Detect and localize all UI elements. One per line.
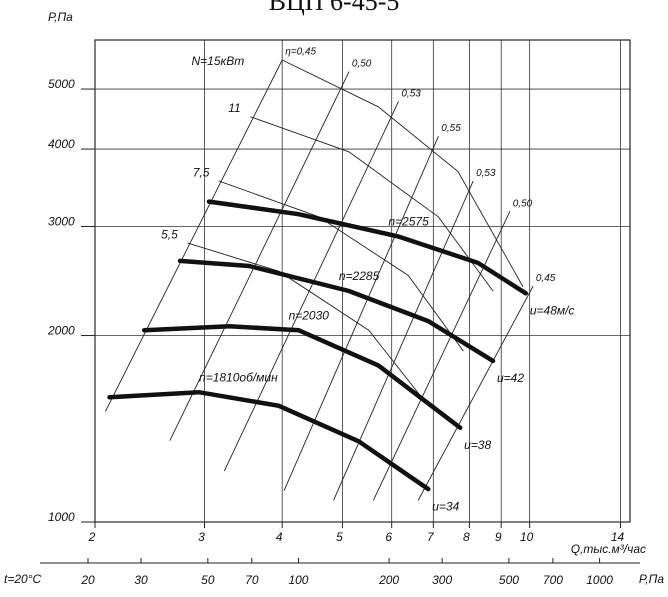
x2-tick-label: 500 <box>499 573 519 587</box>
efficiency-label: 0,53 <box>401 88 421 99</box>
efficiency-line <box>417 286 534 501</box>
efficiency-label: 0,55 <box>441 123 461 134</box>
speed-curve <box>206 199 529 296</box>
x2-tick-label: 1000 <box>586 573 613 587</box>
efficiency-line <box>169 71 350 441</box>
x-tick-label: 8 <box>463 530 470 544</box>
efficiency-line <box>105 59 283 412</box>
speed-label: n=2575 <box>388 215 429 229</box>
power-label: 11 <box>228 101 240 115</box>
y-tick-label: 3000 <box>48 215 75 229</box>
efficiency-line <box>333 180 474 501</box>
x2-tick-label: 70 <box>245 573 259 587</box>
x-tick-label: 14 <box>611 530 625 544</box>
speed-curve <box>107 389 431 492</box>
velocity-label: u=42 <box>497 371 524 385</box>
speed-label: n=2285 <box>339 269 380 283</box>
x2-tick-label: 700 <box>543 573 563 587</box>
power-line <box>281 59 524 287</box>
x-axis-label: Q,тыс.м³/час <box>571 542 646 556</box>
chart-title: ВЦП 6-45-5 <box>269 0 400 16</box>
y-tick-label: 5000 <box>48 77 75 91</box>
efficiency-label: 0,50 <box>513 198 533 209</box>
power-line <box>187 242 429 407</box>
x2-tick-label: 30 <box>134 573 148 587</box>
x2-tick-label: 20 <box>80 573 95 587</box>
efficiency-line <box>283 136 439 491</box>
x2-tick-label: 100 <box>288 573 308 587</box>
speed-curve <box>177 258 496 364</box>
velocity-label: u=48м/с <box>530 303 575 317</box>
x-tick-label: 5 <box>336 530 343 544</box>
x-tick-label: 3 <box>198 530 205 544</box>
velocity-label: u=34 <box>432 499 459 513</box>
speed-curve <box>141 324 463 430</box>
x-tick-label: 4 <box>276 530 283 544</box>
x2-tick-label: 50 <box>201 573 215 587</box>
x2-note: t=20°C <box>4 572 41 586</box>
x-tick-label: 7 <box>427 530 435 544</box>
efficiency-label: η=0,45 <box>285 47 316 58</box>
efficiency-label: 0,45 <box>536 273 556 284</box>
power-line <box>250 116 494 292</box>
efficiency-line <box>224 101 399 472</box>
power-line <box>218 180 464 352</box>
power-label: 7,5 <box>193 165 210 179</box>
power-label: N=15кВт <box>192 54 245 68</box>
x-tick-label: 9 <box>495 530 502 544</box>
speed-label: n=1810об/мин <box>199 370 278 384</box>
velocity-label: u=38 <box>464 438 491 452</box>
y-tick-label: 2000 <box>47 324 75 338</box>
speed-label: n=2030 <box>289 308 330 322</box>
x2-axis-label: P,Па <box>639 572 664 586</box>
x-tick-label: 10 <box>520 530 534 544</box>
y-tick-label: 1000 <box>48 510 75 524</box>
x2-tick-label: 300 <box>432 573 452 587</box>
x2-tick-label: 200 <box>378 573 399 587</box>
x-tick-label: 2 <box>88 530 96 544</box>
x-tick-label: 6 <box>385 530 392 544</box>
y-axis-label: Р,Па <box>48 10 73 24</box>
efficiency-line <box>373 211 511 501</box>
power-label: 5,5 <box>161 227 178 241</box>
efficiency-label: 0,50 <box>352 58 372 69</box>
efficiency-label: 0,53 <box>476 168 496 179</box>
y-tick-label: 4000 <box>48 137 75 151</box>
